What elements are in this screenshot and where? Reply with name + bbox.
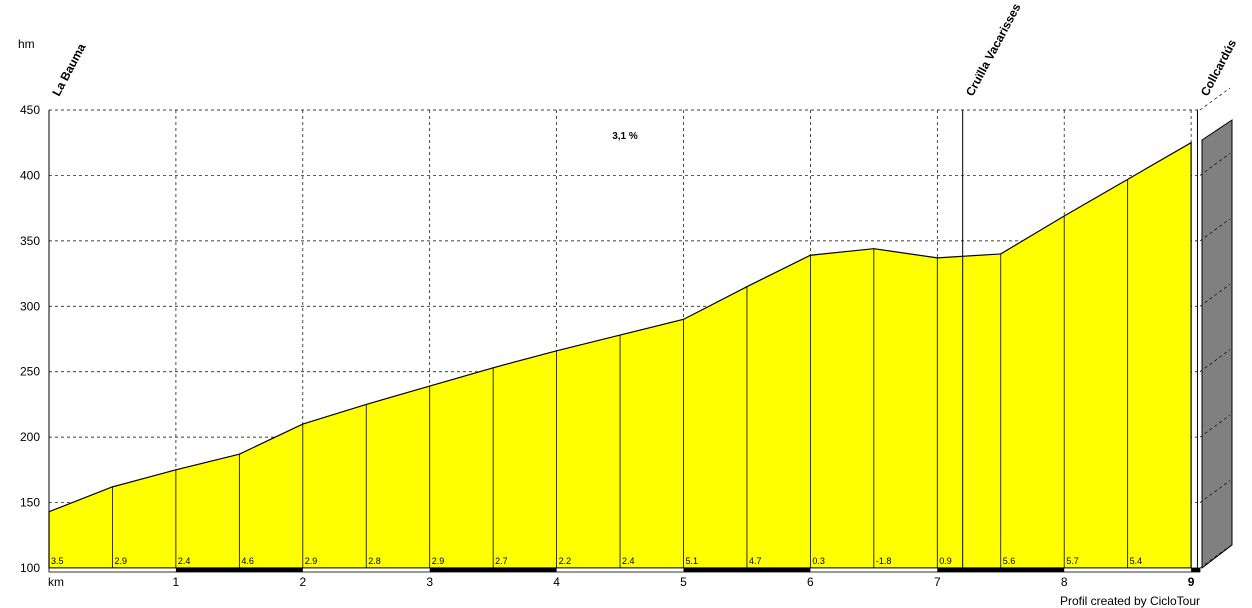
gradient-label: -1.8 <box>876 556 892 566</box>
x-tick-label: 3 <box>426 575 433 589</box>
y-tick-label: 450 <box>20 103 40 117</box>
x-axis-segment <box>937 568 1065 572</box>
gradient-label: 2.4 <box>622 556 635 566</box>
x-tick-label: 8 <box>1061 575 1068 589</box>
y-tick-label: 250 <box>20 365 40 379</box>
x-axis-segment <box>1191 568 1200 572</box>
side-wall <box>1201 119 1233 570</box>
y-tick-label: 400 <box>20 168 40 182</box>
grid-line-side <box>1199 480 1231 503</box>
grid-line-side <box>1199 153 1231 176</box>
gradient-label: 5.6 <box>1003 556 1016 566</box>
y-tick-label: 300 <box>20 299 40 313</box>
waypoint-label: Collcardús <box>1198 37 1240 99</box>
gradient-label: 2.7 <box>495 556 508 566</box>
gradient-label: 2.9 <box>305 556 318 566</box>
grid-line-side <box>1199 349 1231 372</box>
grid-line-side <box>1199 414 1231 438</box>
x-tick-label: 5 <box>680 575 687 589</box>
x-tick-label: 2 <box>299 575 306 589</box>
gradient-label: 5.7 <box>1066 556 1079 566</box>
y-unit: hm <box>18 37 35 51</box>
average-gradient: 3,1 % <box>612 131 638 142</box>
x-tick-label: 4 <box>553 575 560 589</box>
credit: Profil created by CicloTour <box>1060 594 1200 608</box>
grid-line-side <box>1199 284 1231 307</box>
plot: 100 150 200 250 300 350 400 450 1 2 3 4 5 6 7 8 9 3.5 2.9 2… <box>20 1 1239 589</box>
x-unit: km <box>48 575 64 589</box>
grid-line-side <box>1199 87 1231 111</box>
grid-line-side <box>1199 545 1231 569</box>
x-axis-segment <box>175 568 303 572</box>
waypoint-label: La Bauma <box>49 41 88 98</box>
x-tick-label: 6 <box>807 575 814 589</box>
gradient-label: 5.1 <box>686 556 699 566</box>
gradient-label: 0.3 <box>812 556 825 566</box>
waypoint-label: Cruïlla Vacarisses <box>963 1 1024 99</box>
grid-line-side <box>1199 218 1231 242</box>
gradient-label: 3.5 <box>51 556 64 566</box>
gradient-label: 2.9 <box>432 556 445 566</box>
gradient-label: 2.4 <box>178 556 191 566</box>
x-axis-segment <box>429 568 557 572</box>
gradient-label: 2.9 <box>114 556 127 566</box>
x-axis-segment <box>683 568 811 572</box>
gradient-label: 0.9 <box>939 556 952 566</box>
y-tick-label: 350 <box>20 234 40 248</box>
gradient-label: 5.4 <box>1130 556 1143 566</box>
gradient-label: 4.6 <box>241 556 254 566</box>
x-tick-label: 7 <box>934 575 941 589</box>
gradient-label: 2.8 <box>368 556 381 566</box>
x-tick-label: 1 <box>173 575 180 589</box>
y-tick-label: 150 <box>20 496 40 510</box>
y-tick-label: 100 <box>20 561 40 575</box>
gradient-label: 4.7 <box>749 556 762 566</box>
x-tick-label: 9 <box>1188 575 1195 589</box>
y-tick-label: 200 <box>20 430 40 444</box>
gradient-label: 2.2 <box>559 556 572 566</box>
